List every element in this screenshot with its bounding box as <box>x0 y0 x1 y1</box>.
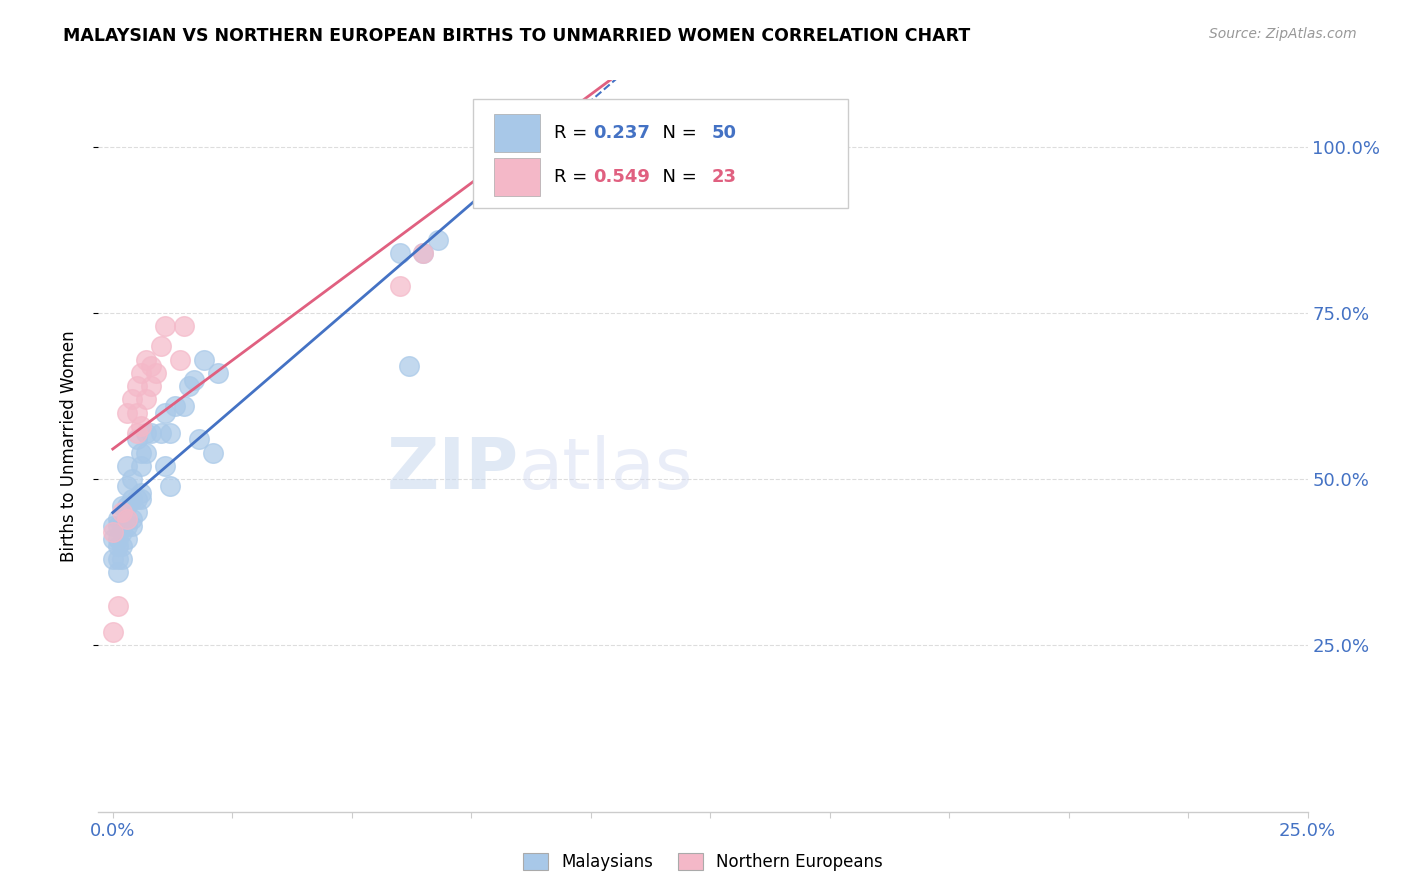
Point <box>207 366 229 380</box>
Point <box>107 599 129 613</box>
Point <box>125 506 148 520</box>
Point <box>202 445 225 459</box>
Point <box>159 425 181 440</box>
Point <box>155 458 177 473</box>
Point <box>115 479 138 493</box>
Point <box>131 445 153 459</box>
Text: Source: ZipAtlas.com: Source: ZipAtlas.com <box>1209 27 1357 41</box>
Point <box>131 485 153 500</box>
Point <box>183 372 205 386</box>
Point <box>388 246 411 260</box>
Point <box>135 445 157 459</box>
Text: 23: 23 <box>711 168 737 186</box>
Point <box>149 339 172 353</box>
Point <box>111 499 134 513</box>
Point <box>131 419 153 434</box>
Point <box>139 379 162 393</box>
Text: N =: N = <box>651 168 703 186</box>
FancyBboxPatch shape <box>494 158 540 196</box>
Point <box>107 552 129 566</box>
Point <box>131 492 153 507</box>
Point <box>139 359 162 374</box>
Point <box>125 425 148 440</box>
Point <box>107 518 129 533</box>
Point <box>115 499 138 513</box>
Point <box>179 379 201 393</box>
Point <box>155 319 177 334</box>
Point <box>121 512 143 526</box>
Point <box>187 433 209 447</box>
Point <box>173 319 195 334</box>
Point <box>111 539 134 553</box>
Point <box>173 399 195 413</box>
Point <box>388 279 411 293</box>
FancyBboxPatch shape <box>494 114 540 152</box>
Point <box>111 506 134 520</box>
Point <box>111 518 134 533</box>
Text: MALAYSIAN VS NORTHERN EUROPEAN BIRTHS TO UNMARRIED WOMEN CORRELATION CHART: MALAYSIAN VS NORTHERN EUROPEAN BIRTHS TO… <box>63 27 970 45</box>
Legend: Malaysians, Northern Europeans: Malaysians, Northern Europeans <box>515 845 891 880</box>
Point <box>125 406 148 420</box>
Point <box>139 425 162 440</box>
Point <box>412 246 434 260</box>
Text: atlas: atlas <box>519 434 693 504</box>
Point <box>145 366 167 380</box>
Point <box>111 525 134 540</box>
Point <box>163 399 186 413</box>
Point <box>131 458 153 473</box>
Point <box>101 552 124 566</box>
Point <box>101 518 124 533</box>
Point <box>135 392 157 407</box>
Point <box>159 479 181 493</box>
Point <box>193 352 215 367</box>
Point <box>115 458 138 473</box>
Text: ZIP: ZIP <box>387 434 519 504</box>
Point <box>135 425 157 440</box>
Point <box>412 246 434 260</box>
Point <box>149 425 172 440</box>
Point <box>115 512 138 526</box>
Text: R =: R = <box>554 168 593 186</box>
Text: N =: N = <box>651 124 703 142</box>
Point <box>107 512 129 526</box>
Point <box>107 566 129 580</box>
FancyBboxPatch shape <box>474 99 848 209</box>
Point <box>107 539 129 553</box>
Point <box>131 366 153 380</box>
Point <box>101 625 124 640</box>
Point <box>169 352 191 367</box>
Point <box>107 532 129 546</box>
Point <box>121 492 143 507</box>
Point <box>115 406 138 420</box>
Point <box>111 552 134 566</box>
Point <box>125 379 148 393</box>
Point <box>115 518 138 533</box>
Point <box>135 352 157 367</box>
Text: 50: 50 <box>711 124 737 142</box>
Text: 0.237: 0.237 <box>593 124 650 142</box>
Point <box>426 233 449 247</box>
Text: R =: R = <box>554 124 593 142</box>
Point <box>121 472 143 486</box>
Point <box>115 532 138 546</box>
Point <box>125 433 148 447</box>
Point <box>155 406 177 420</box>
Point <box>398 359 420 374</box>
Text: 0.549: 0.549 <box>593 168 650 186</box>
Point <box>121 392 143 407</box>
Point <box>101 525 124 540</box>
Point <box>121 518 143 533</box>
Point <box>101 532 124 546</box>
Y-axis label: Births to Unmarried Women: Births to Unmarried Women <box>59 330 77 562</box>
Point <box>125 492 148 507</box>
